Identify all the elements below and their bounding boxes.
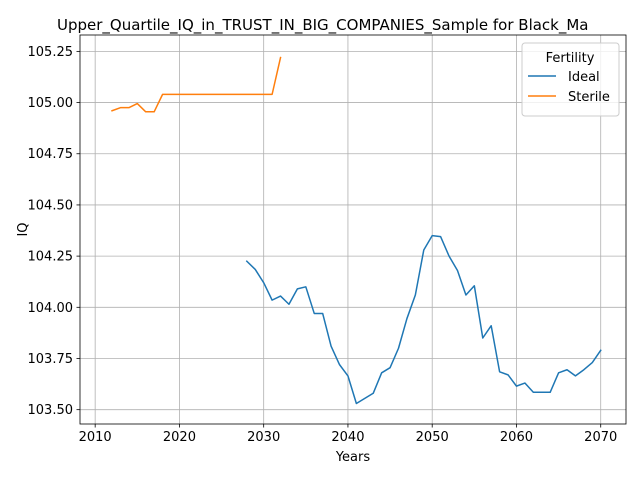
y-tick-label: 103.50	[28, 403, 74, 418]
y-tick-label: 104.25	[28, 250, 74, 265]
legend-label-ideal: Ideal	[568, 70, 600, 85]
x-tick-label: 2060	[500, 430, 533, 445]
plot-frame	[79, 34, 627, 425]
y-tick-label: 105.25	[28, 45, 74, 60]
y-tick-label: 104.75	[28, 147, 74, 162]
series-line-ideal	[245, 234, 602, 405]
y-axis-ticks: 103.50 103.75 104.00 104.25 104.50 104.75 105.…	[28, 45, 80, 418]
x-tick-label: 2020	[163, 430, 196, 445]
x-tick-label: 2050	[416, 430, 449, 445]
x-axis-ticks: 2010 2020 2030 2040 2050 2060 2070	[79, 424, 617, 445]
legend-label-sterile: Sterile	[568, 90, 610, 105]
grid	[80, 35, 626, 424]
x-tick-label: 2030	[247, 430, 280, 445]
legend-box	[521, 42, 620, 117]
legend-title: Fertility	[546, 51, 595, 66]
y-tick-label: 103.75	[28, 352, 74, 367]
x-tick-label: 2040	[331, 430, 364, 445]
y-tick-label: 104.50	[28, 198, 74, 213]
series-line-sterile	[111, 56, 282, 113]
y-tick-label: 104.00	[28, 301, 74, 316]
chart-title: Upper_Quartile_IQ_in_TRUST_IN_BIG_COMPAN…	[57, 16, 589, 35]
series-lines	[111, 56, 602, 405]
legend: Fertility Ideal Sterile	[521, 42, 620, 117]
x-tick-label: 2070	[584, 430, 617, 445]
x-tick-label: 2010	[79, 430, 112, 445]
y-tick-label: 105.00	[28, 96, 74, 111]
y-axis-label: IQ	[16, 222, 31, 236]
x-axis-label: Years	[335, 450, 371, 465]
